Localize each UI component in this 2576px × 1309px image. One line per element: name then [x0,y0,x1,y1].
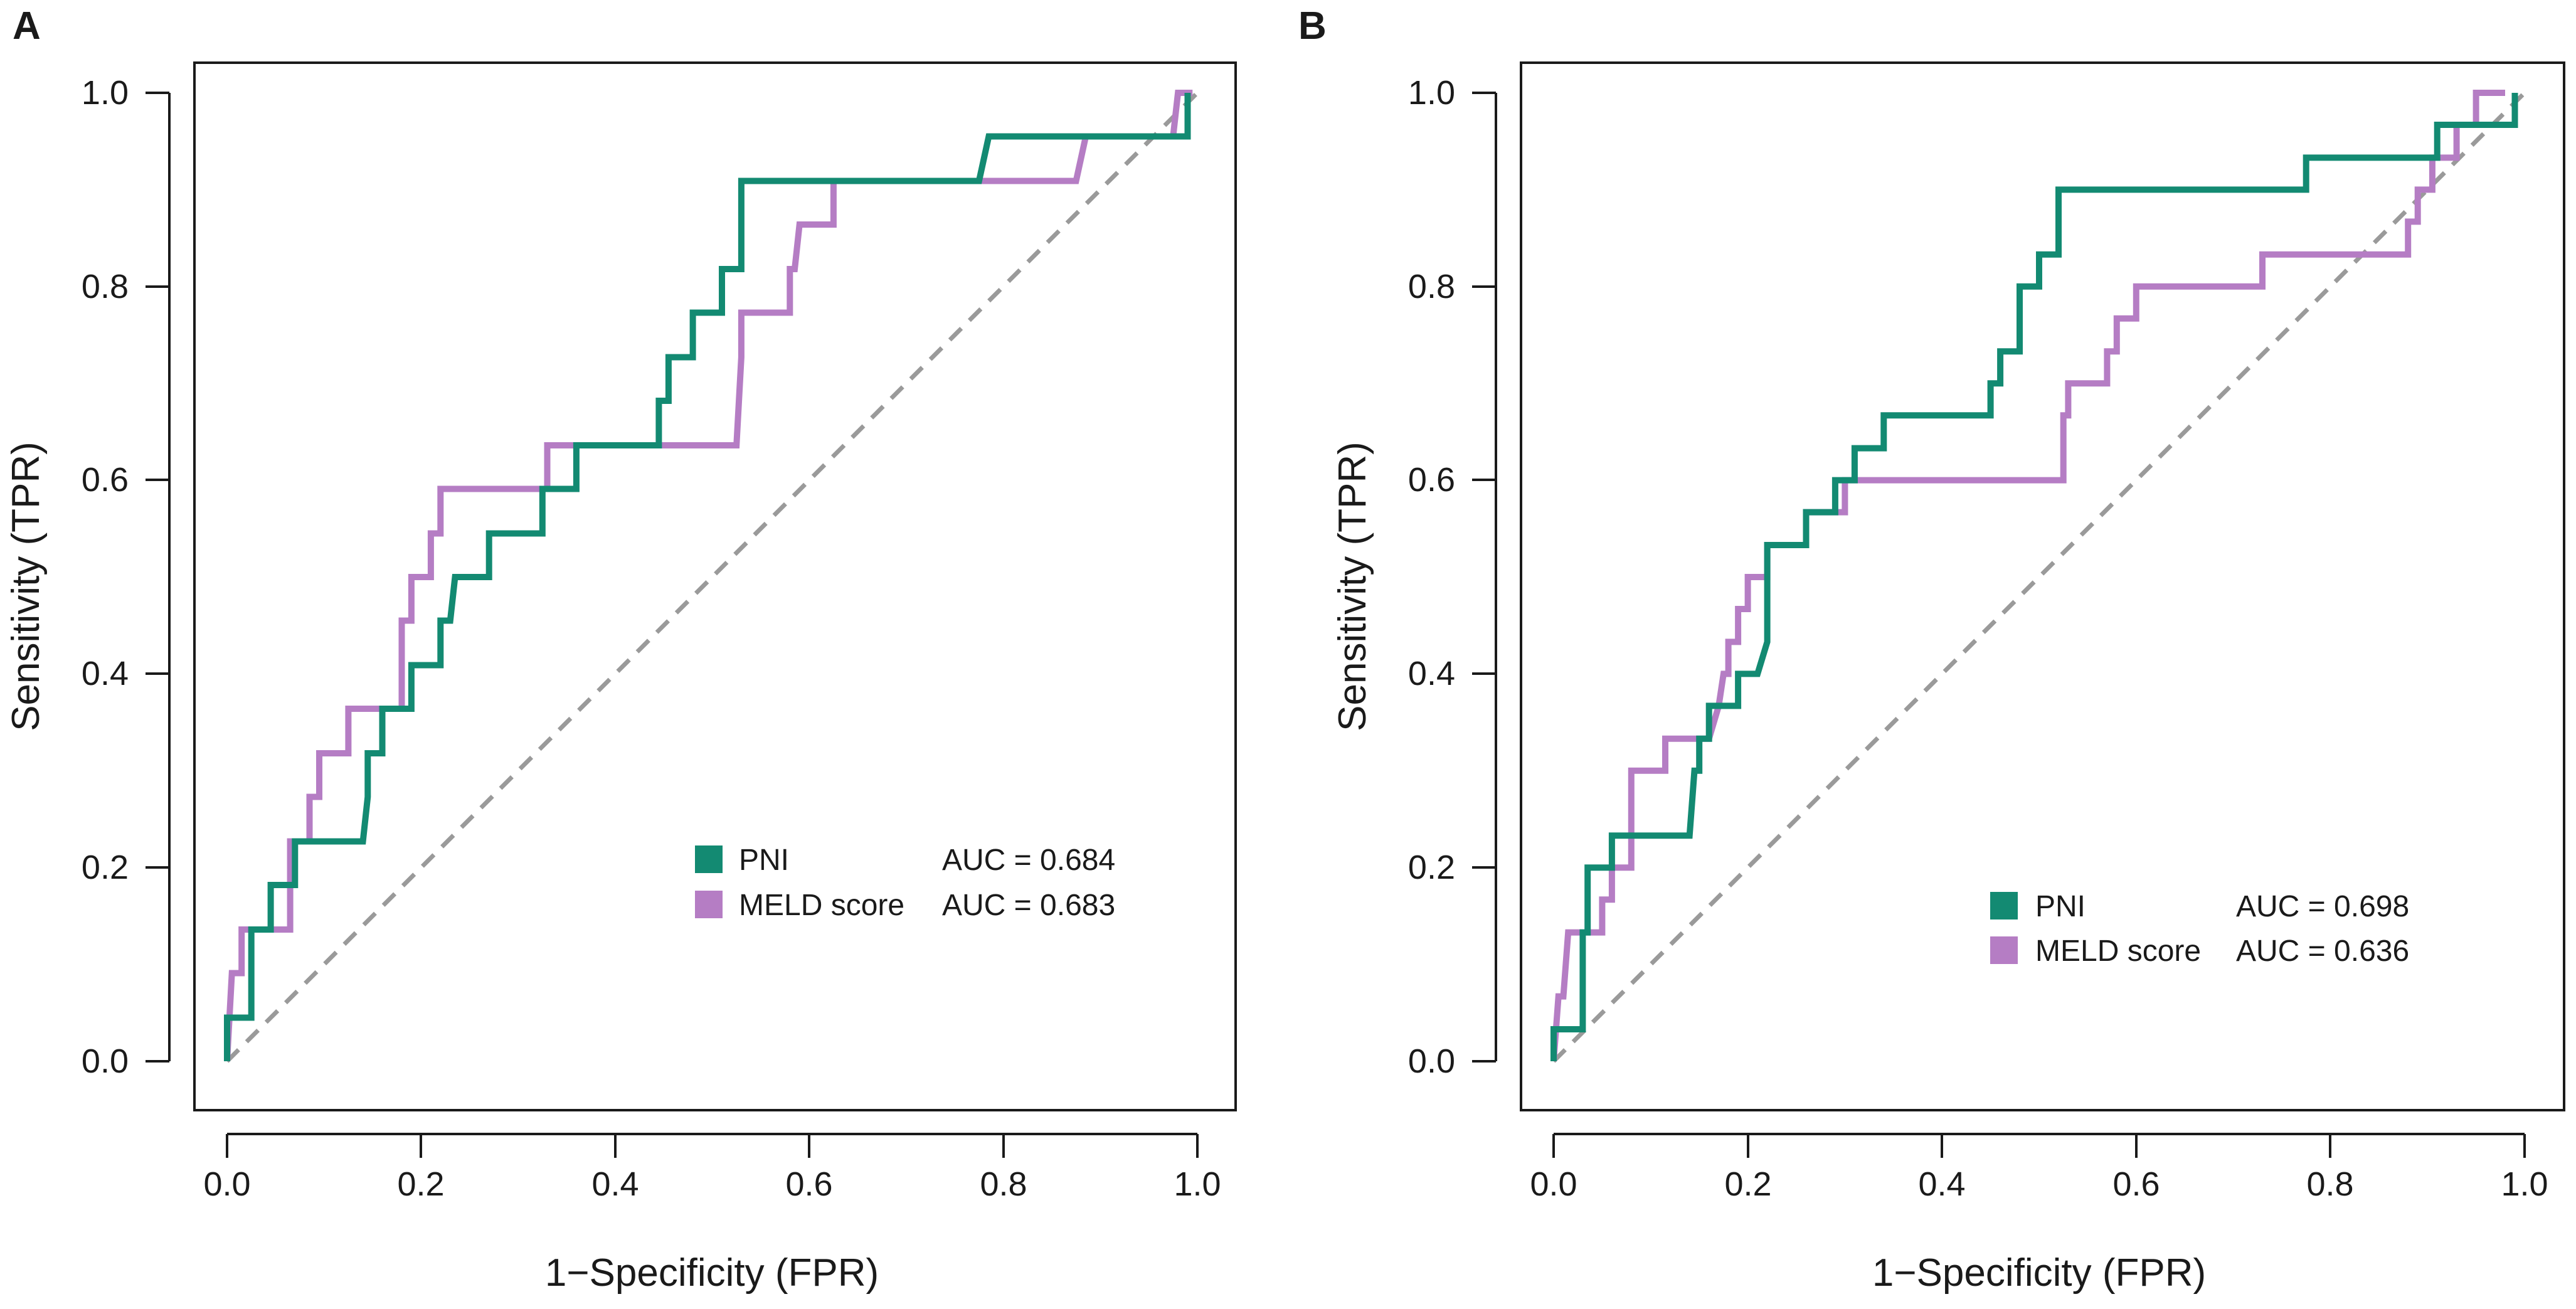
legend-label-meld: MELD score [739,889,904,922]
series-layer [1550,90,2518,1062]
legend-auc-pni: AUC = 0.684 [942,844,1115,877]
series-layer [224,90,1193,1062]
pni-roc-curve [224,93,1191,1061]
y-tick-label: 0.6 [82,461,129,499]
x-tick-label: 0.2 [397,1165,444,1203]
panel-b: B 0.0 0.2 0.4 0.6 0.8 1.0 Sensitivity (T… [1298,4,2565,1295]
x-tick-label: 0.6 [785,1165,832,1203]
y-tick-label: 0.8 [82,268,129,305]
legend-swatch-pni [695,845,723,873]
x-tick-label: 0.2 [1724,1165,1771,1203]
pni-roc-curve [1550,93,2518,1061]
x-tick-label: 0.0 [1530,1165,1577,1203]
panel-label: B [1298,4,1327,48]
x-tick-label: 1.0 [1174,1165,1221,1203]
x-tick-label: 0.8 [2306,1165,2353,1203]
y-tick-label: 0.0 [82,1042,129,1080]
legend-label-meld: MELD score [2035,935,2201,968]
x-tick-label: 0.4 [591,1165,639,1203]
legend-auc-pni: AUC = 0.698 [2236,890,2409,923]
y-tick-label: 0.4 [1408,655,1455,692]
legend: PNI AUC = 0.698 MELD score AUC = 0.636 [1990,890,2409,968]
y-tick-label: 0.4 [82,655,129,692]
legend-auc-meld: AUC = 0.636 [2236,935,2409,968]
reference-line-layer [225,91,1199,1063]
y-tick-label: 1.0 [1408,74,1455,112]
legend-swatch-pni [1990,892,2018,919]
y-tick-label: 0.2 [1408,849,1455,886]
y-tick-label: 0.0 [1408,1042,1455,1080]
x-tick-label: 1.0 [2501,1165,2548,1203]
legend-label-pni: PNI [739,844,789,877]
legend-label-pni: PNI [2035,890,2086,923]
y-tick-label: 0.6 [1408,461,1455,499]
x-axis-label: 1−Specificity (FPR) [1872,1251,2206,1295]
x-axis-label: 1−Specificity (FPR) [545,1251,879,1295]
y-tick-label: 1.0 [82,74,129,112]
legend-auc-meld: AUC = 0.683 [942,889,1115,922]
x-tick-label: 0.0 [203,1165,250,1203]
y-axis-label: Sensitivity (TPR) [1331,442,1374,731]
panel-a: A 0.0 0.2 0.4 0.6 0.8 1.0 Sensitivity (T… [4,4,1237,1295]
y-axis-label: Sensitivity (TPR) [4,442,48,731]
y-tick-label: 0.2 [82,849,129,886]
legend-swatch-meld [1990,936,2018,964]
legend: PNI AUC = 0.684 MELD score AUC = 0.683 [695,844,1115,922]
x-tick-label: 0.6 [2112,1165,2160,1203]
legend-swatch-meld [695,891,723,918]
x-tick-label: 0.8 [980,1165,1027,1203]
panel-label: A [13,4,41,48]
plot-frame [193,61,1237,1111]
y-tick-label: 0.8 [1408,268,1455,305]
plot-frame [1520,61,2565,1111]
reference-diagonal-line [225,91,1199,1063]
x-tick-label: 0.4 [1918,1165,1965,1203]
